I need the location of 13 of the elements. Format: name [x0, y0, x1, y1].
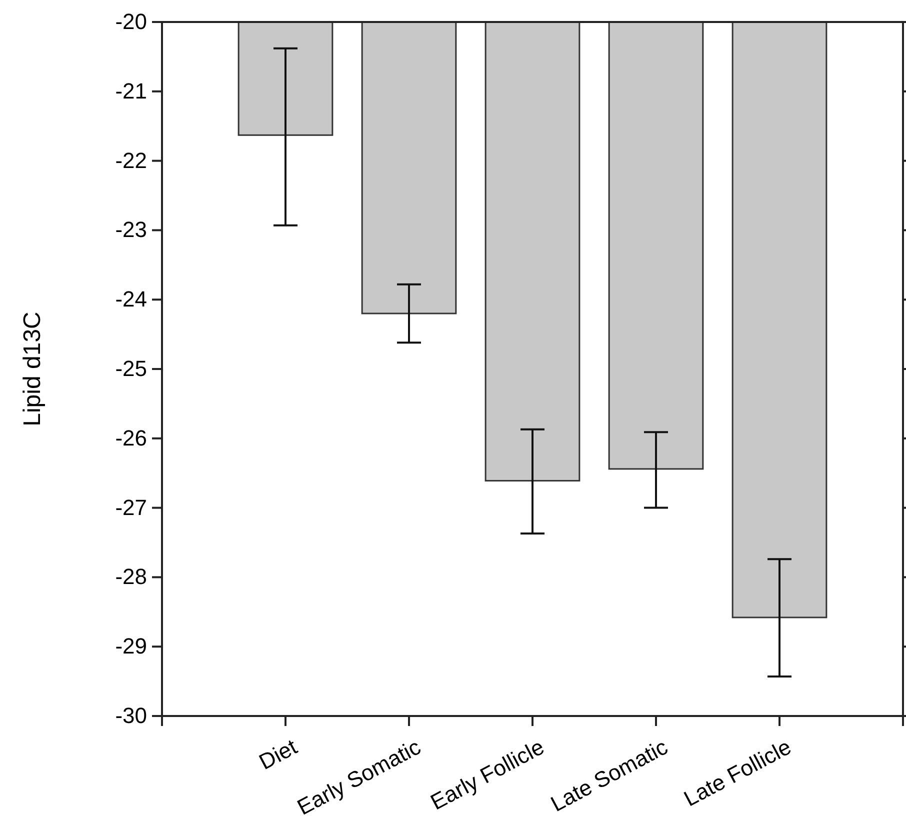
y-tick-label: -25 — [115, 356, 147, 382]
y-tick-label: -20 — [115, 9, 147, 34]
y-tick-label: -21 — [115, 78, 147, 104]
y-tick-label: -24 — [115, 286, 147, 312]
y-tick-label: -27 — [115, 494, 147, 520]
y-tick-label: -23 — [115, 217, 147, 242]
y-tick-label: -29 — [115, 634, 147, 659]
y-tick-label: -30 — [115, 703, 147, 728]
y-tick-label: -28 — [115, 564, 147, 590]
x-tick-label: Diet — [254, 734, 302, 775]
y-tick-label: -26 — [115, 425, 147, 450]
y-tick-label: -22 — [115, 148, 147, 173]
y-axis-title: Lipid d13C — [19, 312, 46, 426]
